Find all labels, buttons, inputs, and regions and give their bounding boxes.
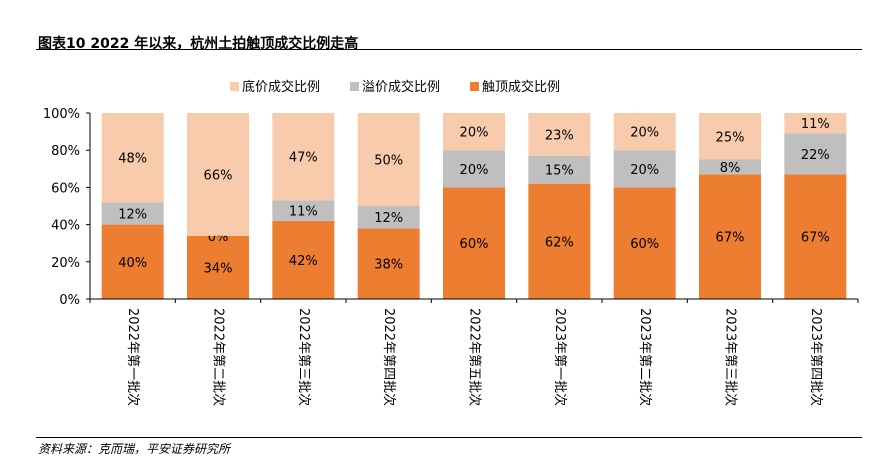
bar-value-label: 66% <box>204 168 233 183</box>
bar-segment <box>528 183 591 299</box>
bar-value-label: 48% <box>118 152 147 167</box>
bar-value-label: 42% <box>289 254 318 269</box>
y-tick-label: 60% <box>51 181 80 196</box>
bar-value-label: 15% <box>545 164 574 179</box>
bar-segment <box>272 220 335 299</box>
legend-swatch <box>230 82 239 91</box>
bar-value-label: 20% <box>460 126 489 141</box>
bar-value-label: 11% <box>289 205 318 220</box>
bar-value-label: 67% <box>801 231 830 246</box>
bar-segment <box>101 224 164 299</box>
chart-legend: 底价成交比例 溢价成交比例 触顶成交比例 <box>230 79 560 95</box>
bar-value-label: 62% <box>545 235 574 250</box>
source-note: 资料来源：克而瑞，平安证券研究所 <box>38 442 231 456</box>
bar-segment <box>528 155 591 184</box>
bar-segment <box>699 174 761 299</box>
bar-value-label: 20% <box>630 163 659 178</box>
bar-value-label: 38% <box>374 258 403 273</box>
x-tick-label: 2023年第二批次 <box>637 308 653 406</box>
bar-segment <box>357 228 420 299</box>
x-tick-label: 2023年第四批次 <box>808 308 824 406</box>
bar-segment <box>443 187 505 299</box>
bar-segment <box>699 113 761 160</box>
bar-value-label: 20% <box>460 163 489 178</box>
bar-value-label: 40% <box>118 256 147 271</box>
y-tick-label: 0% <box>59 293 80 308</box>
x-axis: 2022年第一批次 2022年第二批次 2022年第三批次 2022年第四批次 2022… <box>89 298 859 406</box>
bar-value-label: 8% <box>720 161 741 176</box>
x-tick-label: 2023年第一批次 <box>552 308 568 406</box>
bar-value-label: 50% <box>374 154 403 169</box>
bar-segment <box>357 206 420 229</box>
y-tick-label: 100% <box>43 107 80 122</box>
x-tick-label: 2023年第三批次 <box>723 308 739 406</box>
bar-segment <box>187 235 249 299</box>
bar-value-label: 23% <box>545 128 574 143</box>
figure-title: 图表10 2022 年以来，杭州土拍触顶成交比例走高 <box>38 36 359 52</box>
bar-segment <box>101 202 164 225</box>
bar-value-label: 11% <box>801 117 830 132</box>
bar-segment <box>272 113 335 201</box>
bar-segment <box>443 150 505 188</box>
x-tick-label: 2022年第一批次 <box>125 308 141 406</box>
legend-label: 底价成交比例 <box>242 79 320 95</box>
bar-segments: 40%12%48%34%0%66%42%11%47%38%12%50%60%20… <box>101 113 847 299</box>
x-tick-label: 2022年第四批次 <box>381 308 397 406</box>
source-rule <box>36 437 862 438</box>
bar-value-label: 12% <box>118 207 147 222</box>
legend-swatch <box>470 82 479 91</box>
bar-segment <box>613 113 676 151</box>
bar-value-label: 60% <box>460 237 489 252</box>
bar-value-label: 34% <box>204 261 233 276</box>
bar-segment <box>784 113 847 134</box>
x-tick-label: 2022年第五批次 <box>467 308 483 406</box>
title-rule <box>36 49 862 50</box>
legend-label: 溢价成交比例 <box>362 79 440 95</box>
y-tick-label: 20% <box>51 256 80 271</box>
bar-segment <box>699 159 761 175</box>
y-axis: 0% 20% 40% 60% 80% 100% <box>43 107 91 308</box>
y-tick-label: 40% <box>51 219 80 234</box>
bar-segment <box>272 200 335 221</box>
bar-segment <box>613 150 676 188</box>
bar-segment <box>443 113 505 151</box>
bar-value-label: 47% <box>289 151 318 166</box>
bar-value-label: 67% <box>716 231 745 246</box>
legend-label: 触顶成交比例 <box>482 79 560 95</box>
legend-swatch <box>350 82 359 91</box>
bar-value-label: 20% <box>630 126 659 141</box>
bar-value-label: 25% <box>716 130 745 145</box>
x-tick-label: 2022年第二批次 <box>211 308 227 406</box>
y-tick-label: 80% <box>51 144 80 159</box>
bar-value-label: 22% <box>801 148 830 163</box>
bar-segment <box>101 113 164 203</box>
bar-segment <box>613 187 676 299</box>
bar-value-label: 12% <box>374 211 403 226</box>
x-tick-label: 2022年第三批次 <box>296 308 312 406</box>
bar-value-label: 60% <box>630 237 659 252</box>
bar-segment <box>528 113 591 156</box>
bar-segment <box>357 113 420 206</box>
bar-segment <box>784 174 847 299</box>
bar-segment <box>187 113 249 236</box>
bar-segment <box>784 133 847 175</box>
